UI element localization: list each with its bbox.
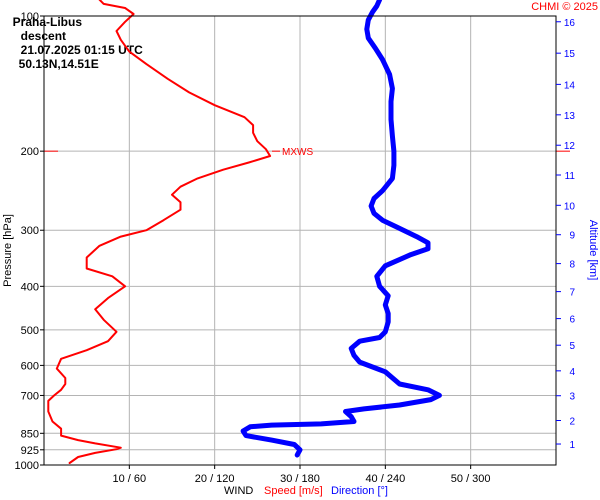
altitude-tick-label: 13 [564,111,576,122]
sounding-mode: descent [20,29,67,43]
pressure-tick-label: 400 [21,281,39,293]
altitude-tick-label: 9 [569,231,575,242]
pressure-tick-label: 925 [21,445,39,457]
altitude-axis-title: Altitude [km] [587,220,599,281]
altitude-tick-label: 12 [564,141,576,152]
altitude-tick-label: 2 [569,417,575,428]
altitude-tick-label: 14 [564,80,576,91]
x-tick-label: 10 / 60 [113,473,147,485]
footer-speed-label: Speed [m/s] [264,485,323,497]
altitude-tick-label: 8 [569,260,575,271]
pressure-axis-title: Pressure [hPa] [2,214,14,287]
pressure-tick-label: 600 [21,360,39,372]
pressure-tick-label: 100 [21,11,39,23]
series-lines [47,0,442,464]
altitude-tick-label: 15 [564,49,576,60]
pressure-tick-label: 200 [21,146,39,158]
source-credit: CHMI © 2025 [531,1,598,13]
pressure-tick-label: 300 [21,225,39,237]
altitude-tick-label: 5 [569,341,575,352]
axes [40,15,561,469]
station-coords: 50.13N,14.51E [18,57,99,71]
x-tick-label: 40 / 240 [365,473,405,485]
chart-title: Praha-Libus descent 21.07.2025 01:15 UTC… [6,1,143,71]
pressure-tick-label: 700 [21,390,39,402]
axis-labels: MXWS1002003004005006007008509251000Press… [2,11,599,485]
x-tick-label: 20 / 120 [195,473,235,485]
x-tick-label: 30 / 180 [280,473,320,485]
x-tick-label: 50 / 300 [451,473,491,485]
altitude-tick-label: 10 [564,201,576,212]
altitude-tick-label: 16 [564,18,576,29]
direction-series-line [240,0,442,458]
footer-wind-label: WIND [224,485,254,497]
footer-direction-label: Direction [°] [331,485,388,497]
speed-series-line [47,0,272,464]
altitude-tick-label: 1 [569,440,575,451]
altitude-tick-label: 11 [565,171,576,182]
station-name: Praha-Libus [12,15,83,29]
altitude-tick-label: 4 [569,367,575,378]
altitude-tick-label: 6 [569,315,575,326]
pressure-tick-label: 850 [21,428,39,440]
pressure-tick-label: 500 [21,325,39,337]
grid [44,16,570,465]
mxws-label: MXWS [282,147,313,158]
pressure-tick-label: 1000 [15,460,39,472]
sounding-datetime: 21.07.2025 01:15 UTC [20,43,143,57]
altitude-tick-label: 7 [569,288,575,299]
altitude-tick-label: 3 [569,392,575,403]
